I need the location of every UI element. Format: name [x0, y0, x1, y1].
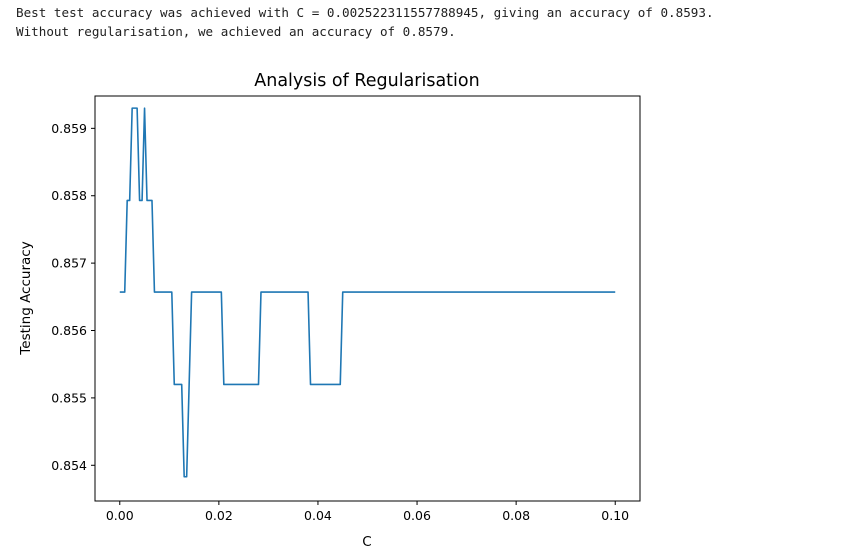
cell-output-text: Best test accuracy was achieved with C =… [16, 3, 714, 41]
y-tick-label: 0.854 [51, 458, 87, 473]
output-line-no-regularisation: Without regularisation, we achieved an a… [16, 24, 456, 39]
x-tick-label: 0.06 [403, 508, 431, 523]
plot-area-frame [94, 95, 641, 502]
y-axis-label: Testing Accuracy [18, 241, 34, 355]
series-group [119, 107, 616, 478]
x-tick-label: 0.00 [106, 508, 134, 523]
x-tick-label: 0.08 [502, 508, 530, 523]
y-tick-label: 0.858 [51, 188, 87, 203]
x-tick-label: 0.04 [304, 508, 332, 523]
chart-title: Analysis of Regularisation [254, 71, 479, 91]
y-axis: 0.854 0.855 0.856 0.857 0.858 0.859 [51, 121, 95, 473]
y-tick-label: 0.857 [51, 256, 87, 271]
y-tick-label: 0.859 [51, 121, 87, 136]
x-axis: 0.00 0.02 0.04 0.06 0.08 0.10 [106, 501, 629, 523]
x-axis-label: C [362, 534, 371, 550]
y-tick-label: 0.856 [51, 323, 87, 338]
y-tick-label: 0.855 [51, 390, 87, 405]
accuracy-series-line [119, 107, 616, 478]
output-line-best-accuracy: Best test accuracy was achieved with C =… [16, 5, 714, 20]
x-tick-label: 0.10 [601, 508, 629, 523]
x-tick-label: 0.02 [205, 508, 233, 523]
